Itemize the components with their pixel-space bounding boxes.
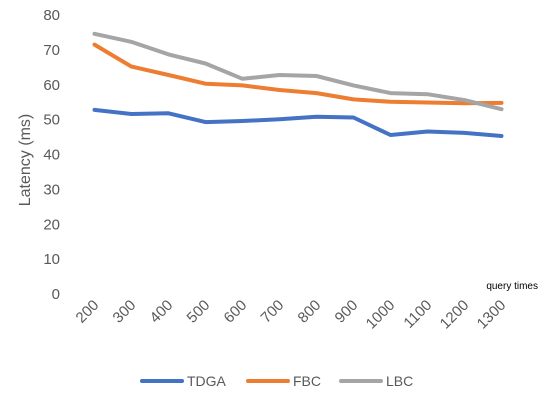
y-tick-label: 70 <box>43 42 60 59</box>
series-line-lbc <box>92 31 504 112</box>
x-tick-label: 1300 <box>474 297 510 333</box>
y-tick-label: 80 <box>43 7 60 24</box>
x-tick-label: 1000 <box>363 297 399 333</box>
legend-label: TDGA <box>187 373 227 389</box>
series-line-tdga <box>92 107 504 138</box>
legend-item-tdga: TDGA <box>140 373 227 389</box>
y-tick-label: 50 <box>43 112 60 129</box>
x-tick-label: 1200 <box>437 297 473 333</box>
series-lines <box>92 31 504 138</box>
y-tick-label: 30 <box>43 181 60 198</box>
x-tick-label: 500 <box>184 297 214 327</box>
legend: TDGA FBC LBC <box>140 373 413 389</box>
y-tick-label: 0 <box>52 286 60 303</box>
x-axis-ticks: 200 300 400 500 600 700 800 900 1000 1100 1200 1300 <box>73 297 510 333</box>
y-tick-label: 10 <box>43 251 60 268</box>
legend-item-fbc: FBC <box>246 373 321 389</box>
x-tick-label: 900 <box>332 297 362 327</box>
x-tick-label: 800 <box>295 297 325 327</box>
y-tick-label: 40 <box>43 147 60 164</box>
x-tick-label: 600 <box>221 297 251 327</box>
x-tick-label: 700 <box>258 297 288 327</box>
y-tick-label: 60 <box>43 77 60 94</box>
x-tick-label: 1100 <box>400 297 435 332</box>
x-tick-label: 300 <box>110 297 140 327</box>
y-axis-ticks: 0 10 20 30 40 50 60 70 80 <box>43 7 60 303</box>
x-axis-title: query times <box>486 281 538 292</box>
series-line-fbc <box>92 42 504 106</box>
y-tick-label: 20 <box>43 216 60 233</box>
legend-label: FBC <box>293 373 321 389</box>
legend-label: LBC <box>386 373 413 389</box>
x-tick-label: 200 <box>73 297 103 327</box>
legend-item-lbc: LBC <box>339 373 413 389</box>
y-axis-title: Latency (ms) <box>17 114 34 206</box>
x-tick-label: 400 <box>147 297 177 327</box>
